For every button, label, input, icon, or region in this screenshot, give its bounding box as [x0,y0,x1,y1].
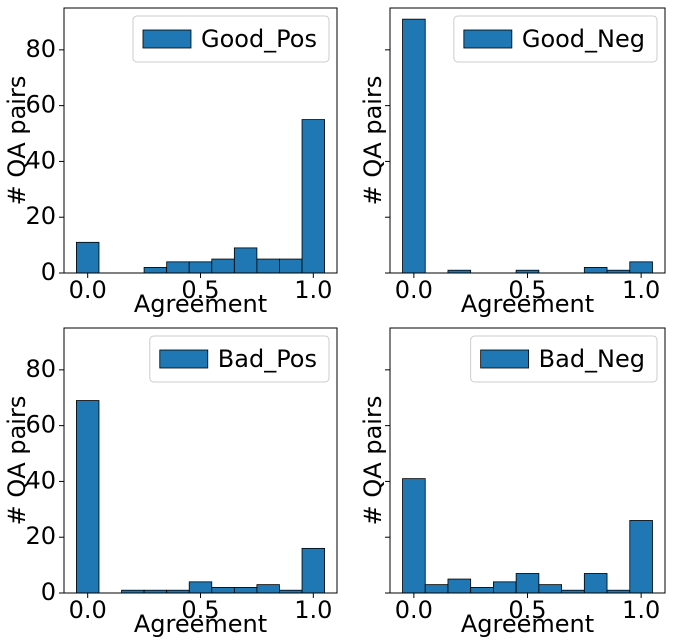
y-tick-label: 60 [25,91,56,119]
legend-label: Bad_Neg [539,345,645,373]
bar [493,581,517,594]
bar [188,581,213,594]
x-tick-label: 0.5 [508,596,546,624]
x-tick-label: 0.5 [508,276,546,304]
x-tick-label: 1.0 [622,596,660,624]
y-tick-label: 20 [25,202,56,230]
x-tick-label: 0.0 [395,596,433,624]
bar [402,478,426,594]
x-tick-label: 0.5 [181,276,219,304]
bar [233,587,258,594]
legend-box [470,335,658,383]
bar [538,584,562,594]
bar [166,261,190,274]
y-tick-label: 40 [25,146,56,174]
y-tick-label: 80 [25,35,56,63]
bar [447,578,472,594]
y-axis-label: # QA pairs [3,76,31,206]
bar [583,573,608,594]
bar [143,267,168,274]
bar [188,261,213,274]
x-tick-label: 1.0 [622,276,660,304]
legend-box [149,335,330,383]
bar [629,261,653,274]
bar [256,584,280,594]
x-tick-label: 0.0 [69,596,107,624]
bar [402,18,426,274]
x-tick-label: 1.0 [294,276,332,304]
bar [233,247,258,274]
x-axis-label: Agreement [134,290,267,318]
bar [515,573,540,594]
legend-label: Bad_Pos [218,345,317,373]
x-tick-label: 0.5 [181,596,219,624]
legend-swatch [159,349,209,369]
legend-swatch [480,349,530,369]
y-axis-label: # QA pairs [3,396,31,526]
bar [301,119,325,274]
legend-swatch [463,29,513,49]
bar [256,258,280,274]
bar [76,400,100,594]
y-tick-label: 20 [25,522,56,550]
bar [211,258,235,274]
bar [301,547,325,594]
bar [470,587,494,594]
y-tick-label: 60 [25,411,56,439]
y-tick-label: 80 [25,355,56,383]
legend-box [453,15,658,63]
y-tick-label: 0 [41,578,56,606]
x-tick-label: 0.0 [69,276,107,304]
x-axis-label: Agreement [461,290,594,318]
x-tick-label: 1.0 [294,596,332,624]
legend-swatch [142,29,192,49]
legend-label: Good_Pos [201,25,317,53]
x-tick-label: 0.0 [395,276,433,304]
y-tick-label: 0 [41,258,56,286]
y-axis-label: # QA pairs [359,396,387,526]
x-axis-label: Agreement [461,610,594,638]
legend-label: Good_Neg [522,25,645,53]
bar [583,267,608,274]
bar [629,520,653,594]
legend-box [132,15,330,63]
x-axis-label: Agreement [134,610,267,638]
bar [279,258,303,274]
bar [424,584,449,594]
y-axis-label: # QA pairs [359,76,387,206]
y-tick-label: 40 [25,466,56,494]
bar [211,587,235,594]
bar [76,241,100,274]
